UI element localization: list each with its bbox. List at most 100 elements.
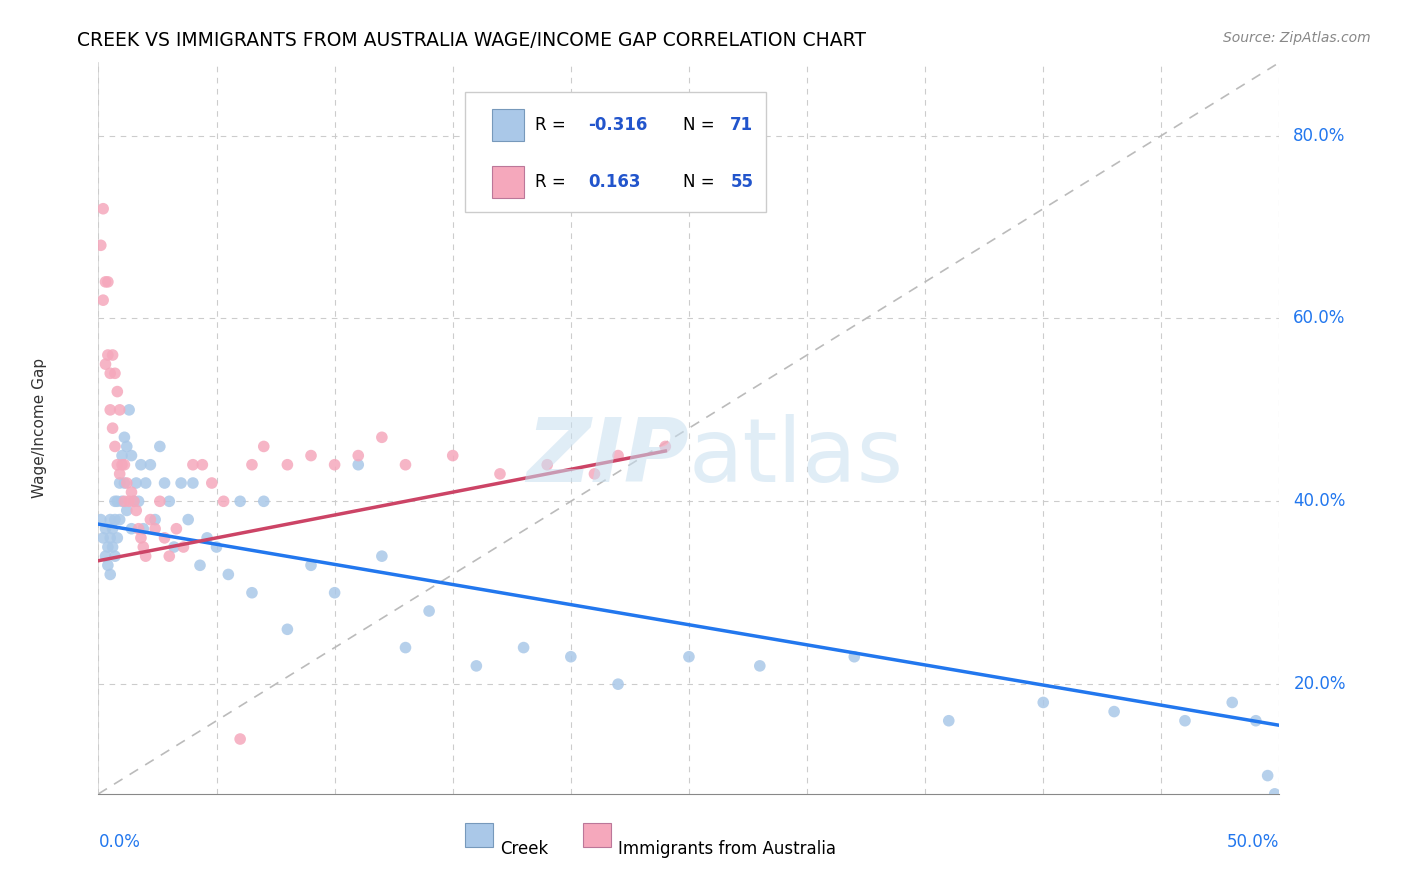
Point <box>98 512 121 526</box>
Point <box>1257 769 1279 783</box>
Point <box>125 503 148 517</box>
Point <box>104 549 127 564</box>
Point <box>129 531 152 545</box>
Text: CREEK VS IMMIGRANTS FROM AUSTRALIA WAGE/INCOME GAP CORRELATION CHART: CREEK VS IMMIGRANTS FROM AUSTRALIA WAGE/… <box>77 31 866 50</box>
Point <box>129 458 152 472</box>
Point <box>240 458 263 472</box>
Point <box>111 494 134 508</box>
Point <box>98 403 121 417</box>
Point <box>157 549 180 564</box>
Text: ZIP: ZIP <box>526 414 689 501</box>
Point <box>108 512 131 526</box>
Point <box>94 549 117 564</box>
Point <box>177 512 200 526</box>
Point <box>607 677 630 691</box>
Point <box>240 585 263 599</box>
Point <box>97 275 120 289</box>
Point <box>94 275 117 289</box>
Point <box>97 558 120 573</box>
Point <box>94 522 117 536</box>
Point <box>121 485 143 500</box>
Text: 71: 71 <box>730 116 754 134</box>
Point <box>323 458 346 472</box>
Point <box>205 540 228 554</box>
Point <box>149 440 172 453</box>
Point <box>132 522 155 536</box>
Point <box>170 476 193 491</box>
Point <box>108 403 131 417</box>
Point <box>371 430 394 444</box>
Point <box>299 558 322 573</box>
Bar <box>464 823 494 847</box>
Point <box>253 494 276 508</box>
Point <box>229 731 252 746</box>
Point <box>844 649 866 664</box>
Point <box>105 531 128 545</box>
Text: Wage/Income Gap: Wage/Income Gap <box>32 358 46 499</box>
Point <box>153 476 176 491</box>
FancyBboxPatch shape <box>464 92 766 212</box>
Point <box>97 348 120 362</box>
Point <box>276 458 298 472</box>
Point <box>1244 714 1267 728</box>
Point <box>188 558 211 573</box>
Point <box>132 540 155 554</box>
Point <box>101 522 124 536</box>
Text: R =: R = <box>536 116 567 134</box>
Bar <box>492 166 523 198</box>
Point <box>104 494 127 508</box>
Point <box>607 449 630 463</box>
Point <box>121 522 143 536</box>
Text: 0.163: 0.163 <box>589 173 641 191</box>
Point <box>128 494 150 508</box>
Point <box>654 440 676 453</box>
Point <box>201 476 224 491</box>
Point <box>104 440 127 453</box>
Point <box>91 293 114 307</box>
Text: Creek: Creek <box>501 840 548 858</box>
Point <box>347 449 370 463</box>
Point <box>108 476 131 491</box>
Point <box>98 366 121 380</box>
Point <box>118 494 141 508</box>
Point <box>165 522 187 536</box>
Point <box>111 449 134 463</box>
Point <box>195 531 218 545</box>
Point <box>97 540 120 554</box>
Bar <box>582 823 612 847</box>
Point <box>441 449 464 463</box>
Point <box>1220 696 1243 710</box>
Text: 50.0%: 50.0% <box>1227 833 1279 851</box>
Point <box>149 494 172 508</box>
Point <box>122 494 145 508</box>
Point <box>98 531 121 545</box>
Text: 40.0%: 40.0% <box>1294 492 1346 510</box>
Point <box>163 540 186 554</box>
Text: N =: N = <box>683 116 714 134</box>
Point <box>157 494 180 508</box>
Point <box>394 640 416 655</box>
Point <box>143 512 166 526</box>
Point <box>191 458 214 472</box>
Point <box>323 585 346 599</box>
Point <box>94 357 117 371</box>
Point <box>91 202 114 216</box>
Point <box>128 522 150 536</box>
Point <box>101 348 124 362</box>
Point <box>139 512 162 526</box>
Point <box>125 476 148 491</box>
Text: Immigrants from Australia: Immigrants from Australia <box>619 840 837 858</box>
Point <box>181 476 204 491</box>
Point <box>153 531 176 545</box>
Point <box>118 403 141 417</box>
Point <box>536 458 558 472</box>
Point <box>583 467 606 481</box>
Text: N =: N = <box>683 173 714 191</box>
Point <box>108 467 131 481</box>
Point <box>276 623 298 637</box>
Point <box>229 494 252 508</box>
Point <box>489 467 512 481</box>
Point <box>748 658 770 673</box>
Point <box>394 458 416 472</box>
Text: atlas: atlas <box>689 414 904 501</box>
